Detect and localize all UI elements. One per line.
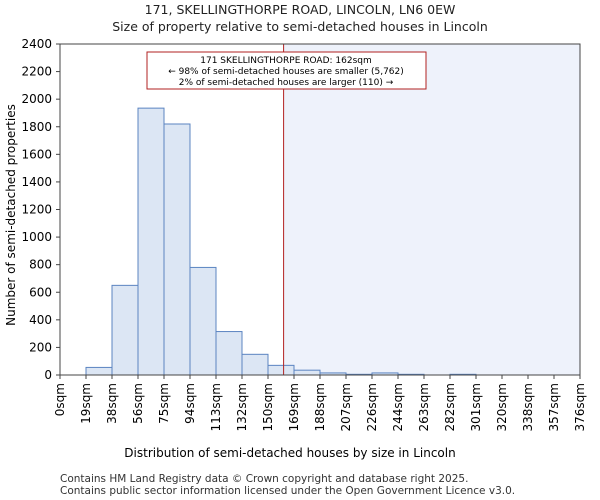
larger-properties-region [283, 44, 580, 375]
annotation-line-1: 171 SKELLINGTHORPE ROAD: 162sqm [200, 56, 372, 66]
y-axis-label: Number of semi-detached properties [4, 104, 18, 326]
x-tick-label: 263sqm [417, 383, 431, 431]
y-tick-label: 2200 [21, 65, 52, 79]
x-tick-label: 357sqm [547, 383, 561, 431]
y-tick-label: 1200 [21, 203, 52, 217]
x-tick-label: 75sqm [157, 383, 171, 424]
histogram-bar [215, 331, 243, 376]
annotation-line-2: ← 98% of semi-detached houses are smalle… [168, 67, 404, 77]
x-tick-label: 94sqm [183, 383, 197, 424]
y-tick-label: 1000 [21, 230, 52, 244]
histogram-bar [267, 364, 295, 376]
y-tick-label: 0 [44, 368, 52, 382]
histogram-bar [137, 107, 165, 376]
x-tick-label: 301sqm [469, 383, 483, 431]
x-tick-label: 188sqm [313, 383, 327, 431]
x-tick-label: 19sqm [79, 383, 93, 424]
y-tick-label: 2400 [21, 37, 52, 51]
y-axis: 0 200 400 600 800 1000 1200 1400 1600 1800 2000 220… [21, 37, 60, 382]
y-tick-label: 800 [29, 258, 52, 272]
histogram-bar [189, 266, 217, 376]
y-tick-label: 600 [29, 285, 52, 299]
x-tick-label: 38sqm [105, 383, 119, 424]
histogram-bar [85, 366, 113, 376]
x-tick-label: 0sqm [53, 383, 67, 416]
histogram-bar [241, 353, 269, 376]
x-tick-label: 113sqm [209, 383, 223, 431]
x-tick-label: 207sqm [339, 383, 353, 431]
y-tick-label: 1600 [21, 147, 52, 161]
histogram-bar [111, 284, 139, 376]
x-tick-label: 226sqm [365, 383, 379, 431]
x-tick-label: 338sqm [521, 383, 535, 431]
y-tick-label: 200 [29, 340, 52, 354]
y-tick-label: 1800 [21, 120, 52, 134]
x-tick-label: 169sqm [287, 383, 301, 431]
footer-licence: Contains public sector information licen… [60, 485, 516, 497]
x-axis: 0sqm 19sqm 38sqm 56sqm 75sqm 94sqm 113sqm 132sq… [53, 375, 587, 431]
x-tick-label: 320sqm [495, 383, 509, 431]
x-tick-label: 282sqm [443, 383, 457, 431]
x-tick-label: 376sqm [573, 383, 587, 431]
y-tick-label: 2000 [21, 92, 52, 106]
histogram-bar [163, 123, 191, 376]
x-tick-label: 132sqm [235, 383, 249, 431]
histogram-bar [293, 369, 321, 376]
annotation-box: 171 SKELLINGTHORPE ROAD: 162sqm ← 98% of… [146, 51, 427, 90]
x-tick-label: 150sqm [261, 383, 275, 431]
x-axis-label: Distribution of semi-detached houses by … [124, 446, 455, 460]
chart-title: 171, SKELLINGTHORPE ROAD, LINCOLN, LN6 0… [144, 2, 456, 17]
annotation-line-3: 2% of semi-detached houses are larger (1… [179, 78, 394, 88]
x-tick-label: 56sqm [131, 383, 145, 424]
x-tick-label: 244sqm [391, 383, 405, 431]
y-tick-label: 1400 [21, 175, 52, 189]
y-tick-label: 400 [29, 313, 52, 327]
annotation-border [146, 51, 427, 90]
footer-copyright: Contains HM Land Registry data © Crown c… [60, 473, 469, 485]
chart-subtitle: Size of property relative to semi-detach… [112, 19, 488, 34]
histogram-bars [85, 107, 477, 376]
